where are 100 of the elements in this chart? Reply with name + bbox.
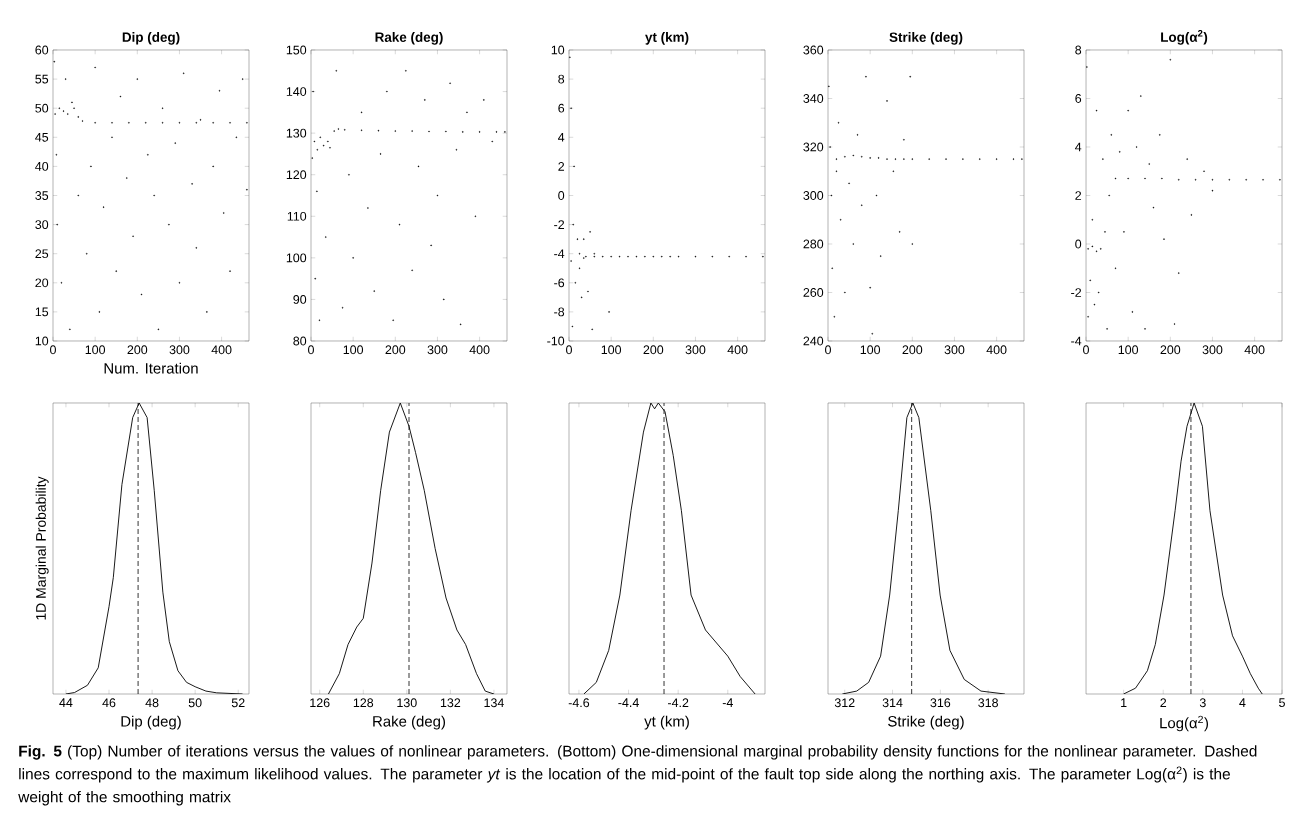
x-tick-label: 130 [397,698,417,708]
y-tick-label: 320 [803,142,824,152]
x-axis-title: Rake (deg) [373,715,446,730]
x-tick-label: 300 [685,345,706,355]
y-tick-label: -2 [1071,288,1082,297]
y-axis-title: 1D Marginal Probability [35,476,49,620]
y-tick-label: -4 [1071,336,1082,346]
y-tick-label: -8 [554,307,565,317]
y-tick-label: 25 [35,249,49,259]
x-tick-label: 2 [1160,698,1167,708]
y-tick-label: 8 [1075,45,1082,55]
text: Fig. 5 (Top) Number of iterations versus the values of nonlinear parameters. (Bottom) One-dimensional marginal probability density functions for the nonlinear parameter. Dashed lines correspond to the maximum likelihood values. The parameter yt is the location of the mid-point of the fault top side along the northing axis. The parameter Log(α$^{2}$) is the weight of the smoothing matrix [18,745,1257,806]
y-tick-label: 55 [35,74,49,84]
y-tick-label: 80 [293,336,307,346]
chart-title: Rake (deg) [375,32,443,45]
y-tick-label: 0 [1075,239,1082,249]
x-tick-label: 300 [427,345,448,355]
x-tick-label: 100 [343,345,364,355]
x-axis-title: Strike (deg) [888,715,964,730]
y-tick-label: 2 [558,162,565,171]
y-tick-label: 110 [287,211,307,221]
x-tick-label: 100 [601,345,622,355]
y-tick-label: 40 [35,162,49,171]
y-tick-label: 300 [803,191,824,200]
chart-title: Dip (deg) [122,32,180,45]
x-tick-label: -4 [722,698,733,707]
y-tick-label: 120 [286,170,307,180]
x-tick-label: 100 [860,345,881,355]
x-tick-label: 400 [469,345,490,355]
chart-title: Log(α$^{2}$) [1161,30,1208,45]
y-tick-label: -4 [554,249,565,258]
x-tick-label: 50 [188,698,202,708]
x-tick-label: 400 [986,345,1007,355]
x-tick-label: 126 [310,698,330,708]
x-tick-label: 132 [440,698,461,708]
x-tick-label: 5 [1279,698,1285,708]
y-tick-label: 140 [286,87,307,96]
y-tick-label: 2 [1075,191,1082,200]
y-tick-label: 90 [293,295,307,304]
x-tick-label: 300 [944,345,965,355]
x-tick-label: 312 [834,698,855,708]
x-tick-label: 200 [385,345,406,355]
y-tick-label: 340 [803,94,824,103]
chart-title: yt (km) [645,32,689,45]
x-tick-label: 0 [1083,345,1089,355]
y-tick-label: 8 [558,74,565,84]
x-tick-label: -4.4 [618,698,639,707]
x-tick-label: 128 [353,698,374,708]
x-axis-title: Log(α$^{2}$) [1160,715,1209,732]
y-tick-label: 10 [35,336,49,346]
y-tick-label: 15 [35,307,49,317]
x-axis-title: yt (km) [644,715,689,730]
y-tick-label: 60 [35,45,49,55]
y-tick-label: 6 [558,103,565,113]
y-tick-label: 100 [286,253,307,263]
x-tick-label: -4.6 [568,698,590,708]
x-tick-label: 134 [484,698,504,708]
y-tick-label: 50 [35,103,49,113]
y-tick-label: 280 [803,239,824,249]
x-tick-label: 200 [902,345,923,355]
y-tick-label: 20 [35,278,49,288]
x-tick-label: 200 [1160,345,1181,355]
y-tick-label: 0 [558,191,565,200]
x-tick-label: 316 [930,698,951,708]
x-tick-label: 318 [978,698,998,708]
y-tick-label: -6 [554,278,565,288]
x-axis-title: Dip (deg) [121,715,181,730]
x-tick-label: 44 [59,698,73,707]
y-tick-label: 10 [551,45,565,55]
x-tick-label: 300 [169,345,190,355]
y-tick-label: 130 [286,128,307,138]
y-tick-label: 240 [803,336,824,346]
x-tick-label: 100 [1118,345,1139,355]
x-tick-label: 400 [211,345,232,355]
y-tick-label: 260 [803,288,824,297]
x-tick-label: 400 [1244,345,1265,355]
y-tick-label: 4 [1075,142,1082,152]
x-tick-label: 4 [1239,698,1246,707]
x-tick-label: 1 [1121,698,1127,707]
x-tick-label: 100 [85,345,106,355]
x-tick-label: -4.2 [667,698,689,708]
x-tick-label: 48 [145,698,159,708]
x-tick-label: 46 [102,698,116,708]
x-tick-label: 3 [1199,698,1206,708]
x-tick-label: 0 [825,345,831,355]
x-tick-label: 200 [643,345,664,355]
y-tick-label: 45 [35,132,49,142]
x-axis-title: Num. Iteration [104,362,198,374]
x-tick-label: 0 [50,345,56,355]
x-tick-label: 200 [127,345,148,355]
y-tick-label: 35 [35,191,49,200]
x-tick-label: 0 [566,345,572,355]
x-tick-label: 400 [727,345,748,355]
x-tick-label: 52 [231,698,245,708]
y-tick-label: -2 [554,220,565,229]
y-tick-label: 4 [558,133,565,142]
y-tick-label: -10 [547,336,565,346]
chart-title: Strike (deg) [889,32,963,45]
x-tick-label: 0 [308,345,314,355]
y-tick-label: 30 [35,220,49,230]
